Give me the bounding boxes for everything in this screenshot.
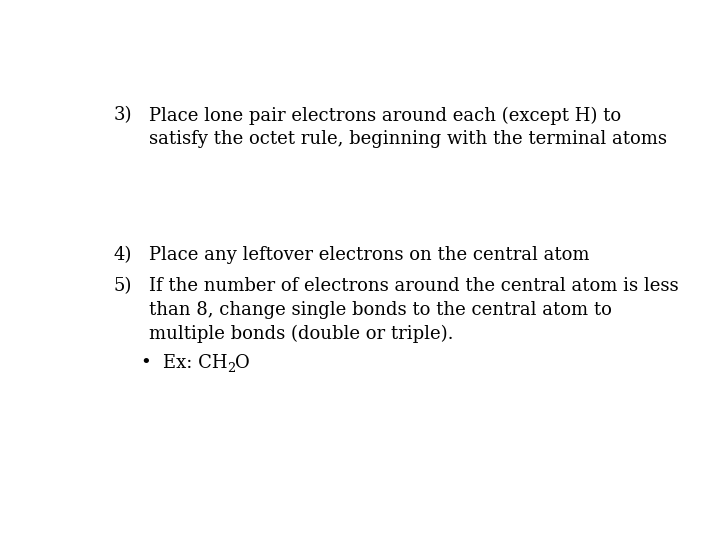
Text: than 8, change single bonds to the central atom to: than 8, change single bonds to the centr…: [148, 301, 611, 319]
Text: If the number of electrons around the central atom is less: If the number of electrons around the ce…: [148, 277, 678, 295]
Text: multiple bonds (double or triple).: multiple bonds (double or triple).: [148, 325, 453, 343]
Text: 2: 2: [227, 362, 235, 375]
Text: Place any leftover electrons on the central atom: Place any leftover electrons on the cent…: [148, 246, 589, 264]
Text: 5): 5): [114, 277, 132, 295]
Text: Ex: CH: Ex: CH: [163, 354, 227, 372]
Text: satisfy the octet rule, beginning with the terminal atoms: satisfy the octet rule, beginning with t…: [148, 131, 667, 149]
Text: O: O: [235, 354, 250, 372]
Text: Place lone pair electrons around each (except H) to: Place lone pair electrons around each (e…: [148, 106, 621, 125]
Text: 4): 4): [114, 246, 132, 264]
Text: •: •: [140, 354, 151, 372]
Text: 3): 3): [114, 106, 132, 124]
